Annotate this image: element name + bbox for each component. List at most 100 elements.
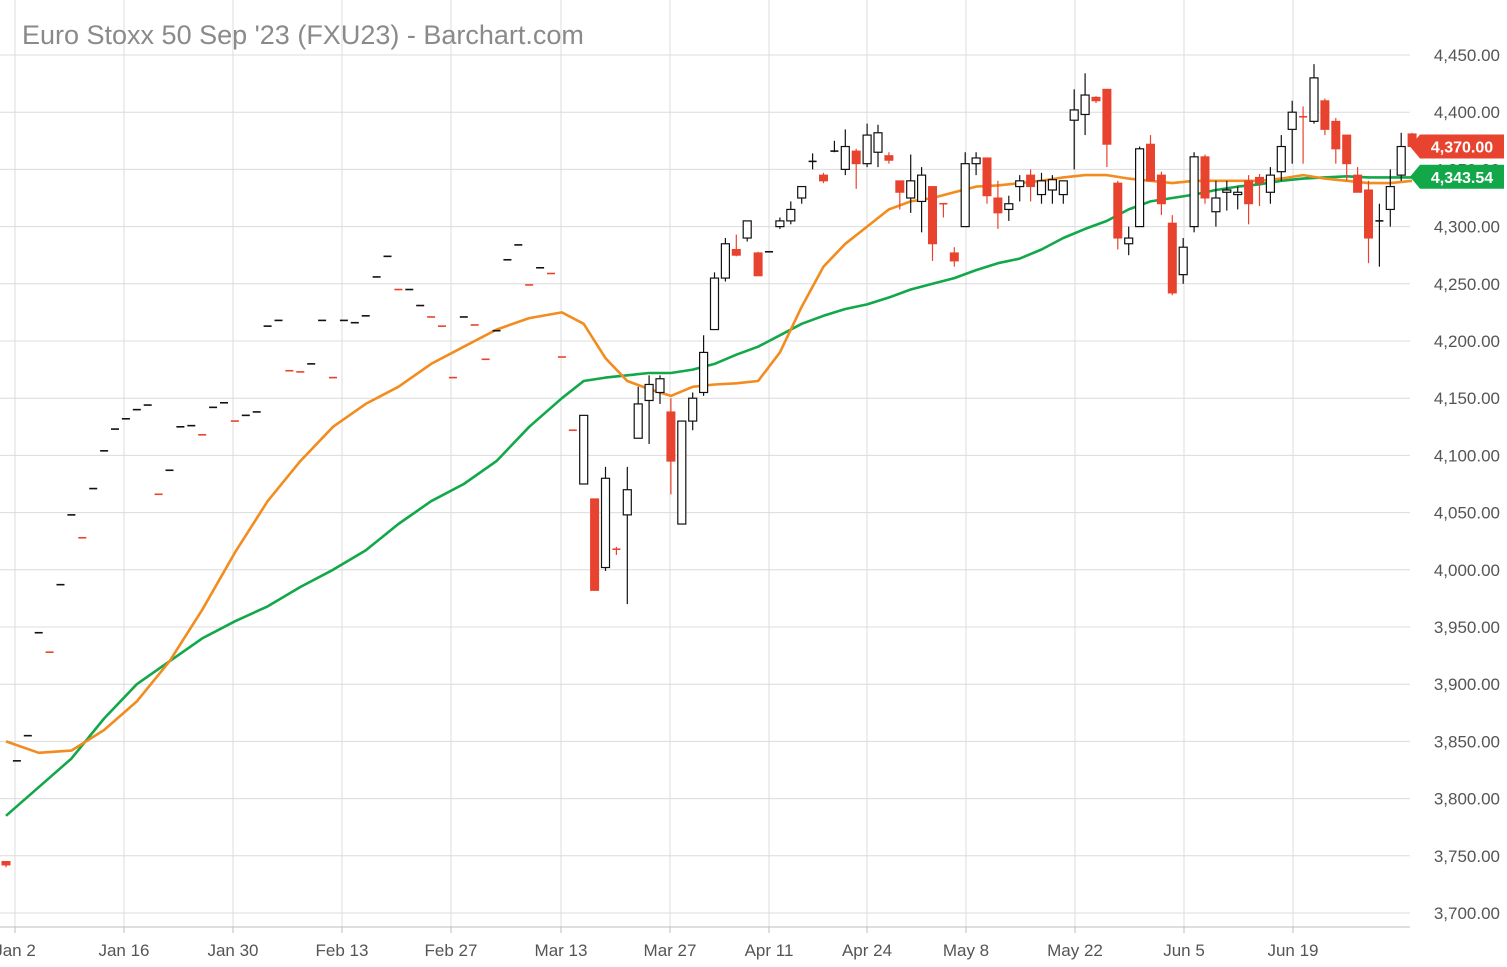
candle [1353, 167, 1363, 193]
x-tick-label: Jun 5 [1163, 941, 1205, 960]
y-tick-label: 4,450.00 [1434, 46, 1500, 65]
candle [1255, 173, 1264, 207]
candle-body [862, 134, 872, 165]
candle [1, 861, 11, 868]
y-tick-label: 4,150.00 [1434, 389, 1500, 408]
candle [949, 247, 959, 267]
y-tick-label: 3,750.00 [1434, 847, 1500, 866]
y-axis: 3,700.00 3,750.00 3,800.00 3,850.00 3,900.00… [1434, 46, 1500, 923]
candle-body [797, 185, 807, 199]
candle-body [895, 180, 905, 193]
candle-body [1265, 174, 1276, 193]
candle-body [1058, 180, 1068, 196]
candle [1385, 169, 1395, 227]
candle-body [688, 397, 698, 422]
candle [1200, 154, 1210, 204]
price-badge-shape [1410, 134, 1504, 159]
candle-body [1134, 148, 1145, 228]
y-tick-label: 3,700.00 [1434, 904, 1500, 923]
candle [819, 172, 828, 184]
candle [982, 157, 992, 204]
candle [1146, 135, 1155, 182]
candle [1156, 171, 1166, 216]
candle [797, 185, 807, 204]
candle-body [1331, 120, 1341, 150]
y-tick-label: 3,800.00 [1434, 790, 1500, 809]
candle [906, 154, 916, 213]
candle-body [928, 186, 937, 245]
candle-body [873, 132, 883, 153]
candle-body [1102, 88, 1112, 145]
candle-body [971, 157, 981, 165]
y-tick-label: 4,100.00 [1434, 446, 1500, 465]
candle-body [851, 150, 861, 165]
x-axis: Jan 2 Jan 16 Jan 30 Feb 13 Feb 27 Mar 13 Mar 2… [0, 927, 1319, 960]
candle-body [949, 252, 959, 262]
candle [1004, 195, 1014, 221]
candle [742, 220, 752, 242]
x-tick-label: Jun 19 [1267, 941, 1318, 960]
candle-body [677, 420, 687, 525]
candle-body [1353, 174, 1363, 193]
candle [1091, 96, 1101, 104]
candle-body [1287, 111, 1297, 130]
y-tick-label: 3,850.00 [1434, 732, 1500, 751]
candle [1124, 226, 1134, 256]
candle [1276, 135, 1286, 181]
candle [1026, 169, 1036, 202]
y-tick-label: 4,000.00 [1434, 561, 1500, 580]
candle [873, 124, 883, 168]
candle-body [644, 383, 654, 402]
candle-body [993, 197, 1003, 214]
candle-body [775, 220, 785, 228]
chart-title: Euro Stoxx 50 Sep '23 (FXU23) - Barchart… [22, 20, 584, 50]
candle-body [1396, 145, 1406, 176]
candle [851, 148, 861, 189]
candle-body [720, 243, 731, 279]
candle-body [1146, 143, 1155, 182]
price-badge: 4,343.54 [1410, 164, 1504, 189]
candle [1058, 180, 1068, 204]
candle-body [1255, 176, 1264, 184]
candle-body [655, 378, 665, 394]
candle [698, 335, 709, 396]
candle [1222, 180, 1232, 211]
candle-body [840, 145, 850, 171]
candle-body [1167, 222, 1177, 294]
candle [939, 202, 948, 218]
candle [1036, 172, 1047, 204]
candle [1244, 175, 1254, 225]
candle-body [1156, 174, 1166, 205]
candle [1015, 175, 1025, 202]
candle [1309, 64, 1319, 124]
candle-body [1124, 237, 1134, 245]
x-tick-label: Feb 13 [316, 941, 369, 960]
candle-body [906, 180, 916, 199]
candle [1375, 203, 1384, 267]
candle [1102, 88, 1112, 168]
candle-body [1276, 145, 1286, 173]
y-tick-label: 4,250.00 [1434, 275, 1500, 294]
candle [1080, 73, 1090, 136]
candle [633, 386, 643, 439]
fast-moving-average-line [5, 173, 1413, 755]
price-badge: 4,370.00 [1410, 134, 1504, 159]
price-badge-label: 4,343.54 [1431, 170, 1493, 187]
x-tick-label: May 22 [1047, 941, 1103, 960]
candle [960, 152, 970, 228]
candle [644, 375, 654, 444]
candle-body [960, 163, 970, 228]
y-tick-label: 3,950.00 [1434, 618, 1500, 637]
candle [928, 186, 937, 261]
candle [720, 238, 731, 282]
candle-body [1385, 185, 1395, 211]
candle [971, 152, 981, 176]
candle [1233, 186, 1243, 210]
candle-body [666, 411, 676, 462]
candle [1069, 89, 1079, 170]
candle-body [1211, 197, 1221, 213]
x-tick-label: Feb 27 [425, 941, 478, 960]
candle [1178, 238, 1188, 284]
candle-body [742, 220, 752, 239]
